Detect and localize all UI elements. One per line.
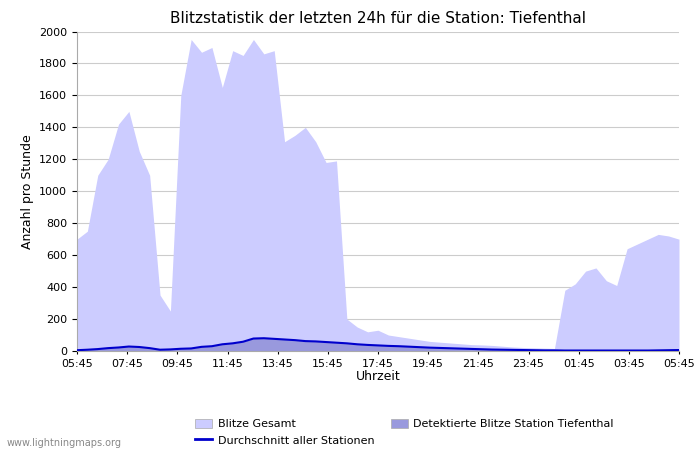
Legend: Blitze Gesamt, Durchschnitt aller Stationen, Detektierte Blitze Station Tiefenth: Blitze Gesamt, Durchschnitt aller Statio… xyxy=(191,414,618,450)
Title: Blitzstatistik der letzten 24h für die Station: Tiefenthal: Blitzstatistik der letzten 24h für die S… xyxy=(170,11,586,26)
Text: www.lightningmaps.org: www.lightningmaps.org xyxy=(7,438,122,448)
Y-axis label: Anzahl pro Stunde: Anzahl pro Stunde xyxy=(20,134,34,248)
X-axis label: Uhrzeit: Uhrzeit xyxy=(356,370,400,383)
